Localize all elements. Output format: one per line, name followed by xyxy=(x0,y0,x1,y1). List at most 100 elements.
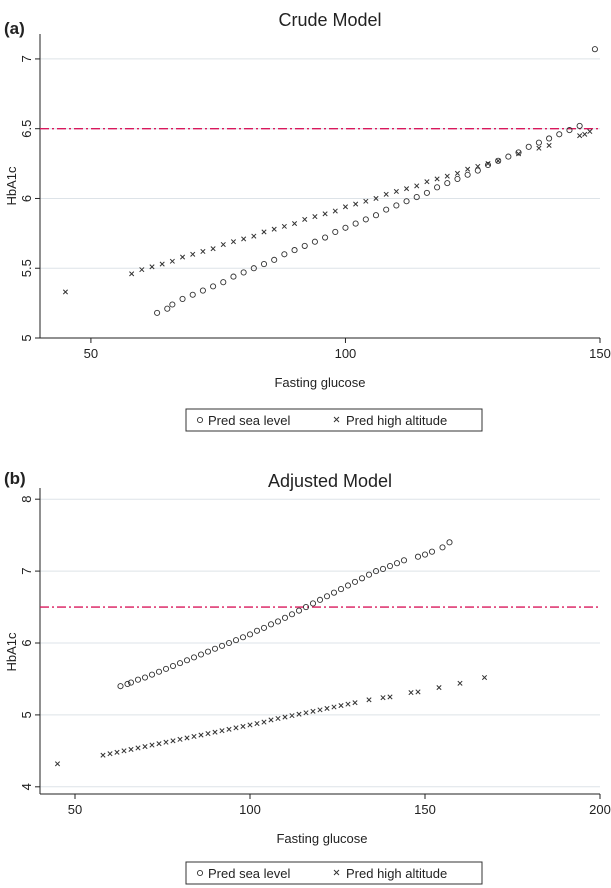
panel-b-point-high-altitude xyxy=(275,715,281,722)
panel-a-point-sea-level xyxy=(576,122,583,129)
panel-b-point-sea-level xyxy=(141,674,149,681)
panel-a-point-sea-level xyxy=(311,238,318,245)
panel-a-point-sea-level xyxy=(546,135,553,142)
panel-b-point-high-altitude xyxy=(247,722,253,728)
panel-b-point-high-altitude xyxy=(324,705,330,711)
panel-b-point-sea-level xyxy=(358,575,366,582)
panel-b-point-sea-level xyxy=(155,668,163,675)
panel-b-point-sea-level xyxy=(176,660,184,667)
panel-b-point-sea-level xyxy=(421,551,429,558)
panel-b-point-sea-level xyxy=(428,548,436,555)
panel-b-point-high-altitude xyxy=(338,703,344,709)
panel-a-point-high-altitude xyxy=(230,239,237,245)
panel-a-point-sea-level xyxy=(591,46,598,53)
panel-b-point-high-altitude xyxy=(331,704,337,710)
panel-b-point-sea-level xyxy=(295,607,303,614)
panel-a-point-high-altitude xyxy=(332,208,338,214)
panel-b-point-sea-level xyxy=(386,563,394,570)
panel-b-point-high-altitude xyxy=(184,735,190,741)
panel-b-point-high-altitude xyxy=(142,743,148,750)
panel-a-point-sea-level xyxy=(240,269,247,276)
panel-b-point-high-altitude xyxy=(317,707,323,713)
panel-b-legend-circle-icon xyxy=(196,869,204,877)
panel-b-point-sea-level xyxy=(414,553,422,560)
panel-a-point-sea-level xyxy=(301,242,308,249)
panel-a-label: (a) xyxy=(4,19,25,38)
panel-b-point-high-altitude xyxy=(380,695,386,701)
panel-b-point-sea-level xyxy=(225,639,233,647)
panel-b-point-high-altitude xyxy=(107,751,113,757)
panel-b-point-high-altitude xyxy=(198,732,204,738)
panel-b-point-sea-level xyxy=(211,645,219,652)
panel-b-point-sea-level xyxy=(288,611,296,618)
panel-b-point-high-altitude xyxy=(121,748,127,754)
panel-b-xtick-label: 100 xyxy=(239,802,261,817)
panel-a-point-high-altitude xyxy=(149,264,155,270)
panel-b-point-high-altitude xyxy=(114,749,120,755)
panel-b-point-sea-level xyxy=(439,544,446,551)
panel-b-xtick-label: 150 xyxy=(414,802,436,817)
panel-a-legend-high: Pred high altitude xyxy=(346,413,447,428)
panel-a-point-sea-level xyxy=(566,127,573,134)
panel-a-point-high-altitude xyxy=(373,195,379,202)
panel-b-point-sea-level xyxy=(337,586,345,593)
panel-b-point-sea-level xyxy=(344,582,352,589)
panel-b-point-high-altitude xyxy=(387,694,393,700)
panel-a-point-sea-level xyxy=(199,287,206,294)
panel-a-point-high-altitude xyxy=(169,258,175,264)
panel-a-point-sea-level xyxy=(154,309,161,316)
panel-a-point-sea-level xyxy=(434,184,441,191)
panel-b-point-sea-level xyxy=(330,589,338,596)
panel-a-point-high-altitude xyxy=(251,233,257,239)
panel-a-point-high-altitude xyxy=(281,223,287,229)
panel-b-xlabel: Fasting glucose xyxy=(276,831,367,846)
panel-a-xtick-label: 150 xyxy=(589,346,611,361)
panel-a-point-sea-level xyxy=(189,291,196,298)
panel-a-xlabel: Fasting glucose xyxy=(274,375,365,390)
panel-a-legend-circle-icon xyxy=(196,416,204,424)
panel-a-point-sea-level xyxy=(220,279,227,286)
panel-b-xtick-label: 50 xyxy=(68,802,82,817)
panel-a-ytick-label: 7 xyxy=(19,55,34,62)
panel-b-point-high-altitude xyxy=(170,738,176,744)
panel-a-point-sea-level xyxy=(322,234,329,241)
panel-a-point-high-altitude xyxy=(302,216,308,222)
panel-a-point-sea-level xyxy=(342,224,349,231)
panel-a-point-high-altitude xyxy=(220,241,226,248)
panel-b-point-high-altitude xyxy=(366,697,372,703)
panel-b-point-high-altitude xyxy=(240,723,246,729)
panel-b-point-sea-level xyxy=(281,614,289,621)
panel-b-point-high-altitude xyxy=(177,736,183,742)
panel-a-point-sea-level xyxy=(495,157,502,164)
panel-b-point-high-altitude xyxy=(163,739,169,745)
panel-a-point-sea-level xyxy=(169,301,176,308)
panel-a-point-sea-level xyxy=(484,161,492,169)
panel-a-ylabel: HbA1c xyxy=(4,166,19,206)
panel-b-point-sea-level xyxy=(302,603,310,611)
panel-b-legend-cross-icon xyxy=(333,869,340,876)
panel-b-legend-sea: Pred sea level xyxy=(208,866,290,881)
panel-b-ytick-label: 7 xyxy=(19,567,34,574)
panel-b-point-high-altitude xyxy=(457,680,463,686)
panel-b-point-high-altitude xyxy=(436,685,442,691)
panel-a-point-high-altitude xyxy=(363,198,369,204)
panel-a-ytick-label: 5 xyxy=(19,334,34,341)
panel-b: (b) Adjusted Model HbA1c Fasting glucose… xyxy=(4,469,611,885)
panel-b-point-high-altitude xyxy=(191,733,197,740)
panel-a-legend-sea: Pred sea level xyxy=(208,413,290,428)
panel-a-ytick-label: 5.5 xyxy=(19,259,34,277)
panel-b-ytick-label: 6 xyxy=(19,639,34,646)
panel-a-point-high-altitude xyxy=(454,170,461,176)
panel-b-point-high-altitude xyxy=(135,745,141,751)
panel-b-point-high-altitude xyxy=(296,711,302,717)
panel-a-point-sea-level xyxy=(291,247,298,254)
panel-b-point-sea-level xyxy=(274,618,282,625)
panel-b-point-sea-level xyxy=(372,568,380,575)
panel-b-point-sea-level xyxy=(134,676,142,683)
panel-a-point-high-altitude xyxy=(434,176,440,182)
panel-a-point-high-altitude xyxy=(582,131,588,137)
panel-a-point-sea-level xyxy=(271,256,278,263)
panel-a-point-high-altitude xyxy=(353,201,359,207)
panel-a-legend-box xyxy=(185,408,483,432)
